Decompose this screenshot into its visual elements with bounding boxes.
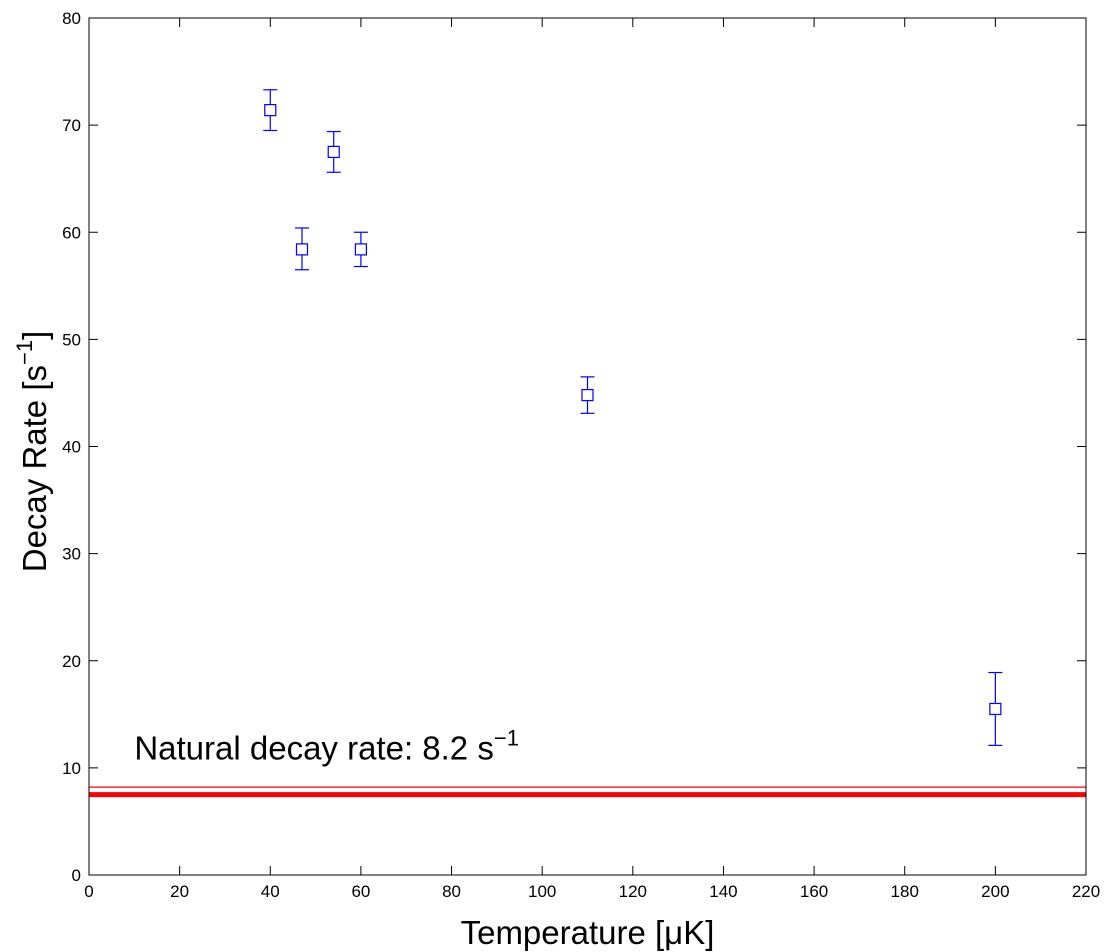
x-tick-label: 60: [351, 882, 370, 901]
y-tick-label: 50: [62, 330, 81, 349]
y-tick-label: 80: [62, 9, 81, 28]
x-tick-label: 80: [442, 882, 461, 901]
y-tick-label: 0: [72, 866, 81, 885]
square-marker: [354, 243, 368, 256]
data-points: [263, 89, 1003, 746]
y-tick-label: 10: [62, 759, 81, 778]
square-marker: [581, 388, 594, 402]
x-tick-label: 180: [891, 882, 919, 901]
annotation-main: Natural decay rate: 8.2 s: [134, 729, 494, 766]
x-tick-label: 0: [84, 882, 93, 901]
y-axis-title-main: Decay Rate [s: [16, 365, 53, 572]
data-point: [326, 130, 341, 173]
y-axis-title: Decay Rate [s−1]: [12, 331, 53, 573]
square-marker: [295, 243, 309, 256]
square-marker: [327, 145, 340, 159]
data-point: [294, 227, 309, 271]
data-point: [580, 376, 595, 414]
x-axis-title: Temperature [μK]: [461, 914, 715, 951]
annotation-text: Natural decay rate: 8.2 s−1: [134, 725, 519, 766]
x-tick-label: 40: [261, 882, 280, 901]
y-tick-label: 30: [62, 545, 81, 564]
y-tick-label: 60: [62, 223, 81, 242]
y-tick-label: 70: [62, 116, 81, 135]
x-tick-label: 140: [709, 882, 737, 901]
y-axis-title-superscript: −1: [12, 340, 37, 365]
x-tick-label: 120: [619, 882, 647, 901]
data-point: [263, 89, 278, 132]
axis-ticks: 0 20 40 60 80 100 120 140 160 180 200 220 0 10 20 30 40 5…: [62, 9, 1100, 901]
x-tick-label: 160: [800, 882, 828, 901]
square-marker: [264, 104, 277, 117]
y-tick-label: 20: [62, 652, 81, 671]
reference-lines: [89, 786, 1086, 798]
data-point: [988, 671, 1003, 746]
annotation-group: Natural decay rate: 8.2 s−1: [134, 725, 519, 766]
x-tick-label: 100: [528, 882, 556, 901]
x-tick-label: 200: [981, 882, 1009, 901]
annotation-superscript: −1: [494, 725, 519, 750]
square-marker: [989, 702, 1002, 716]
x-tick-label: 20: [170, 882, 189, 901]
data-point: [353, 231, 368, 268]
y-tick-label: 40: [62, 438, 81, 457]
x-tick-label: 220: [1072, 882, 1100, 901]
y-axis-title-suffix: ]: [16, 331, 53, 340]
